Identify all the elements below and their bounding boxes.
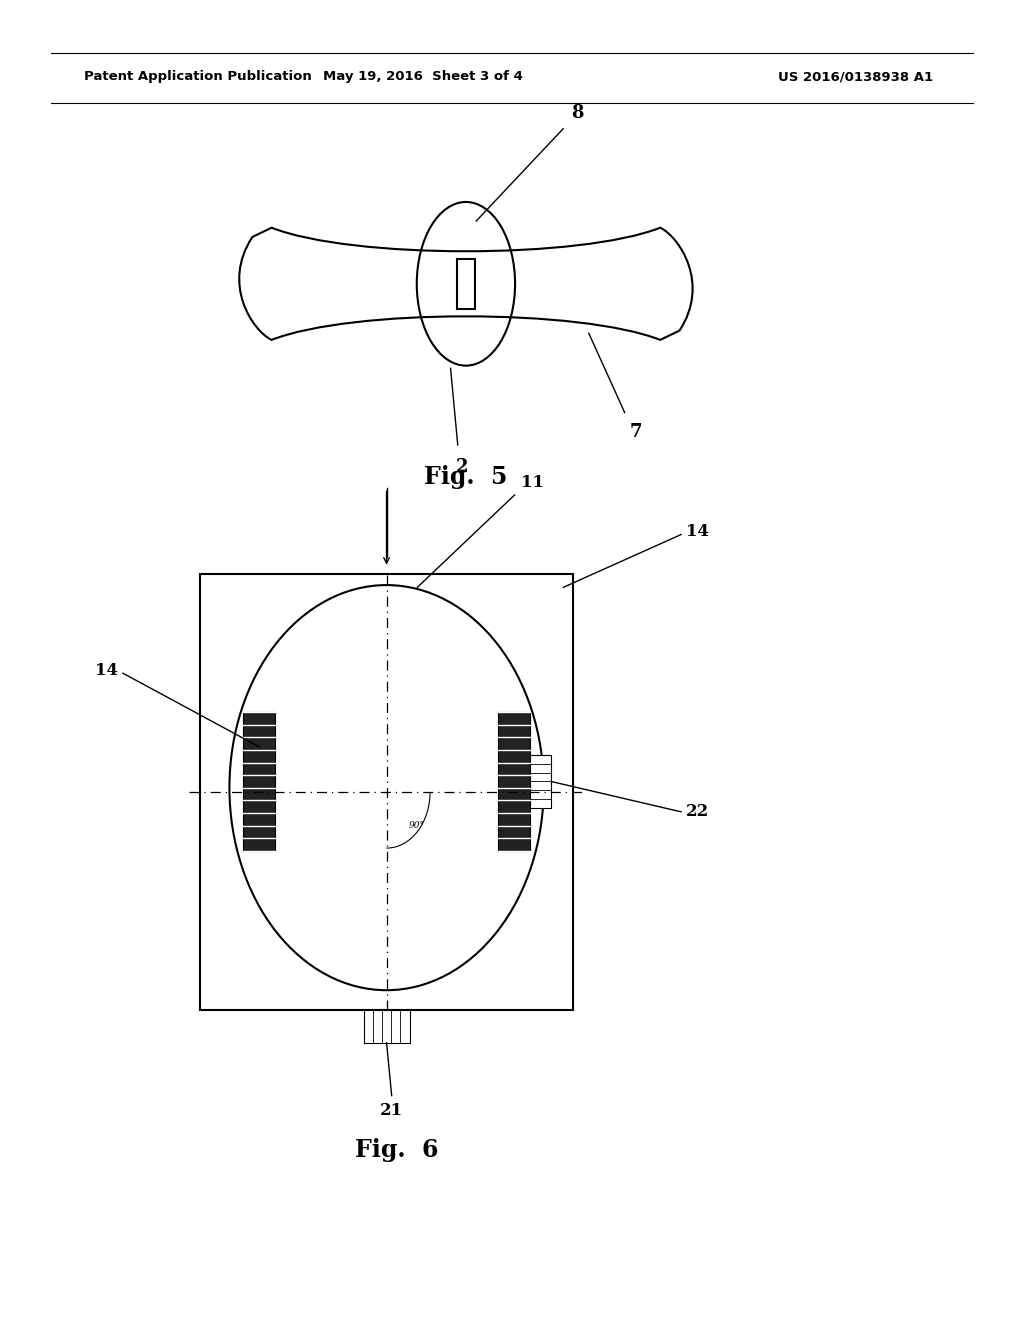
Text: Fig.  6: Fig. 6	[355, 1138, 438, 1162]
Text: 90°: 90°	[410, 821, 425, 830]
Text: US 2016/0138938 A1: US 2016/0138938 A1	[778, 70, 933, 83]
Text: 22: 22	[686, 804, 710, 820]
Bar	[498, 713, 530, 850]
Text: May 19, 2016  Sheet 3 of 4: May 19, 2016 Sheet 3 of 4	[323, 70, 523, 83]
Bar	[530, 755, 551, 808]
Text: 11: 11	[520, 474, 544, 491]
Text: 7: 7	[630, 422, 642, 441]
Bar	[243, 713, 275, 850]
Text: 2: 2	[456, 458, 468, 477]
Text: Fig.  5: Fig. 5	[424, 465, 508, 490]
Bar	[364, 1010, 410, 1043]
Text: 8: 8	[571, 104, 584, 123]
Bar	[457, 259, 475, 309]
Text: 21: 21	[380, 1102, 403, 1119]
Bar	[200, 574, 573, 1010]
Text: 14: 14	[95, 663, 118, 678]
Text: Patent Application Publication: Patent Application Publication	[84, 70, 311, 83]
Text: 14: 14	[686, 524, 709, 540]
